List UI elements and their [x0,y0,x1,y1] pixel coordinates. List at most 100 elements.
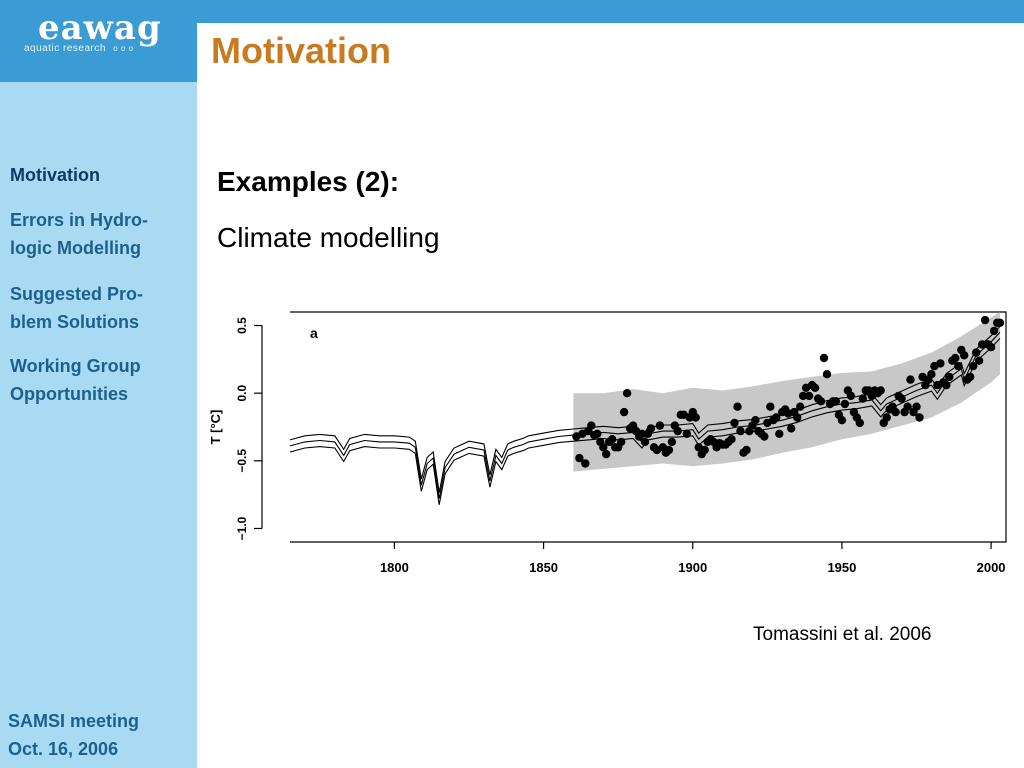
slide-subheading: Examples (2): [217,166,400,197]
observation-point [581,459,590,468]
observation-point [942,380,951,390]
top-bar [0,0,1024,23]
observation-point [772,413,781,422]
observation-point [608,435,617,444]
y-tick-label: −1.0 [235,516,249,540]
x-tick-label: 1850 [529,560,558,575]
observation-point [751,416,760,425]
observation-point [855,418,864,428]
observation-point [906,375,915,384]
observation-point [876,386,885,395]
y-axis-label: T [°C] [208,410,223,445]
observation-point [837,416,847,425]
observation-point [640,437,650,447]
logo-tagline: aquatic research o o o [24,43,134,54]
observation-point [617,437,626,447]
sidebar-item-working-group[interactable]: Working Group Opportunities [10,356,141,404]
observation-point [667,437,677,447]
model-line-upper [289,325,1001,493]
observation-point [733,402,742,411]
observation-point [960,351,969,360]
observation-point [673,426,682,436]
footer-meeting: SAMSI meeting Oct. 16, 2006 [8,711,140,759]
observation-point [730,418,739,428]
observation-point [831,397,841,406]
observation-point [602,449,611,459]
y-tick-label: 0.0 [235,385,249,402]
slide-subtext: Climate modelling [217,222,440,253]
observation-point [742,445,751,455]
observation-point [775,429,784,438]
observation-point [664,445,674,455]
observation-point [912,402,921,411]
y-tick-label: −0.5 [235,449,249,473]
observation-point [700,445,709,455]
plot-frame [290,311,1007,543]
observation-point [974,356,984,365]
y-tick-label: 0.5 [235,317,249,334]
observation-point [727,435,736,444]
observation-point [846,391,856,401]
sidebar-item-motivation[interactable]: Motivation [10,165,100,185]
observation-point [810,383,820,392]
observation-point [798,391,808,401]
observation-point [903,402,912,411]
observation-point [646,424,656,433]
observation-point [575,453,584,463]
observation-point [593,429,602,438]
observation-point [989,326,999,336]
observation-point [858,394,867,403]
sidebar [0,82,197,768]
observation-point [945,372,954,382]
observation-point [897,394,906,403]
logo-tagline-text: aquatic research [24,43,106,54]
x-tick-label: 1900 [678,560,707,575]
observation-point [816,397,826,406]
observation-point [760,432,769,441]
observation-point [980,315,990,325]
citation: Tomassini et al. 2006 [753,624,932,645]
observation-point [882,413,891,422]
observation-point [766,402,775,411]
observation-point [995,318,1005,327]
observation-point [972,348,981,357]
observation-point [927,370,936,379]
observation-point [787,424,796,433]
model-line-center [289,331,1001,499]
observation-point [819,353,829,363]
sidebar-item-solutions[interactable]: Suggested Pro- blem Solutions [10,284,144,332]
observation-point [682,429,691,438]
observation-point [691,413,700,422]
logo-year: o o o [113,44,134,53]
x-tick-label: 1950 [827,560,856,575]
observation-point [587,421,596,430]
x-tick-label: 2000 [977,560,1006,575]
observation-point [969,361,978,371]
observation-point [936,359,945,368]
observation-point [966,372,975,382]
logo: eawag aquatic research o o o [0,0,197,82]
sidebar-item-errors[interactable]: Errors in Hydro- logic Modelling [10,210,149,258]
observation-point [915,413,924,422]
observation-point [637,429,647,438]
observation-point [840,399,850,409]
logo-wordmark: eawag [38,8,162,48]
observation-point [619,407,629,417]
observation-point [796,402,805,411]
observation-point [954,361,963,371]
observation-point [655,421,665,430]
observation-point [951,353,960,363]
observation-point [599,443,608,452]
observation-point [891,407,900,417]
observation-point [793,413,802,422]
temperature-chart: −1.0 −0.5 0.0 0.5 1800 1850 1900 1950 2000 T [°C]… [208,311,1007,575]
observation-point [804,391,814,401]
observation-point [622,389,632,398]
observation-point [986,343,996,352]
x-tick-label: 1800 [380,560,409,575]
observation-point [977,340,987,349]
panel-label: a [310,325,318,341]
observation-point [822,370,832,379]
observation-point [736,426,745,436]
slide-title: Motivation [211,30,391,71]
